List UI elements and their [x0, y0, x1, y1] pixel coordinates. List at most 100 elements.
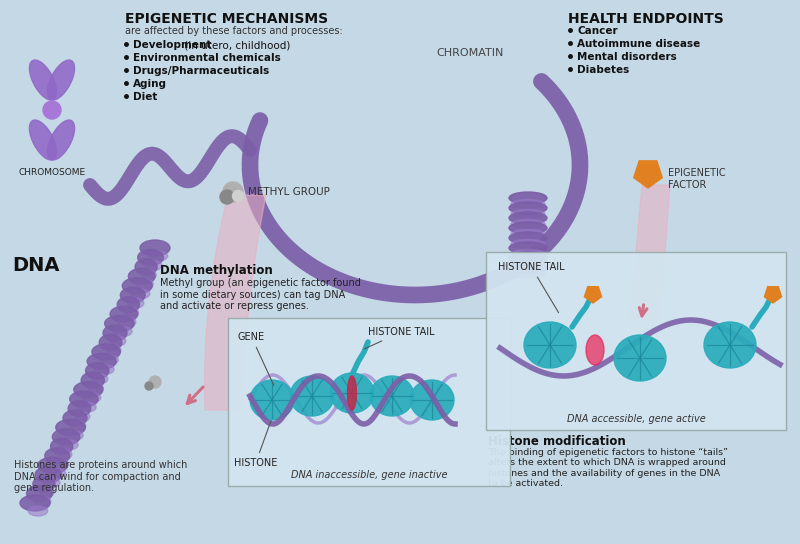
Text: CHROMOSOME: CHROMOSOME [18, 168, 86, 177]
Ellipse shape [86, 363, 109, 379]
Ellipse shape [88, 383, 103, 393]
Ellipse shape [68, 400, 90, 417]
Ellipse shape [511, 269, 545, 279]
Ellipse shape [511, 209, 545, 219]
Ellipse shape [509, 262, 547, 274]
Text: DNA methylation: DNA methylation [160, 264, 273, 277]
Ellipse shape [40, 487, 54, 497]
Ellipse shape [70, 391, 98, 407]
Ellipse shape [30, 120, 57, 160]
Text: EPIGENETIC
FACTOR: EPIGENETIC FACTOR [668, 168, 726, 190]
Text: Environmental chemicals: Environmental chemicals [133, 53, 281, 63]
Ellipse shape [120, 287, 146, 303]
Ellipse shape [122, 278, 152, 294]
Ellipse shape [118, 296, 139, 313]
Text: Diet: Diet [133, 92, 158, 102]
Ellipse shape [60, 440, 78, 450]
Ellipse shape [136, 279, 154, 289]
Circle shape [149, 376, 161, 388]
Ellipse shape [87, 354, 116, 369]
Ellipse shape [370, 376, 414, 416]
Ellipse shape [106, 345, 121, 355]
Polygon shape [634, 161, 662, 188]
Ellipse shape [47, 120, 74, 160]
Ellipse shape [148, 251, 168, 261]
Ellipse shape [140, 240, 170, 256]
Text: Aging: Aging [133, 79, 167, 89]
Ellipse shape [46, 468, 66, 478]
Ellipse shape [118, 317, 136, 327]
Text: HEALTH ENDPOINTS: HEALTH ENDPOINTS [568, 12, 724, 26]
Text: Drugs/Pharmaceuticals: Drugs/Pharmaceuticals [133, 66, 270, 76]
Ellipse shape [99, 335, 122, 350]
Ellipse shape [26, 486, 52, 502]
Ellipse shape [52, 459, 68, 469]
Ellipse shape [52, 429, 80, 445]
Ellipse shape [34, 497, 51, 506]
Ellipse shape [130, 289, 150, 299]
Ellipse shape [82, 393, 101, 403]
Ellipse shape [511, 219, 545, 228]
Ellipse shape [35, 467, 62, 483]
Ellipse shape [78, 402, 96, 412]
Text: Diabetes: Diabetes [577, 65, 630, 75]
Ellipse shape [38, 457, 68, 473]
Ellipse shape [290, 376, 334, 416]
Ellipse shape [142, 270, 156, 280]
Ellipse shape [93, 374, 108, 384]
Polygon shape [765, 287, 782, 303]
Ellipse shape [58, 449, 72, 459]
Circle shape [220, 190, 234, 204]
Text: HISTONE: HISTONE [234, 421, 278, 468]
Ellipse shape [33, 476, 55, 492]
Ellipse shape [128, 268, 155, 285]
Ellipse shape [135, 259, 157, 275]
Ellipse shape [410, 380, 454, 420]
Ellipse shape [30, 60, 57, 100]
Ellipse shape [511, 259, 545, 269]
Polygon shape [205, 195, 266, 410]
Ellipse shape [509, 222, 547, 234]
Text: METHYL GROUP: METHYL GROUP [248, 187, 330, 197]
Text: Histone modification: Histone modification [488, 435, 626, 448]
Ellipse shape [74, 382, 103, 398]
Text: Histones are proteins around which
DNA can wind for compaction and
gene regulati: Histones are proteins around which DNA c… [14, 460, 187, 493]
Ellipse shape [81, 372, 105, 388]
Text: EPIGENETIC MECHANISMS: EPIGENETIC MECHANISMS [125, 12, 328, 26]
Text: Cancer: Cancer [577, 26, 618, 36]
FancyBboxPatch shape [228, 318, 510, 486]
Text: DNA accessible, gene active: DNA accessible, gene active [566, 414, 706, 424]
Ellipse shape [20, 495, 50, 511]
Ellipse shape [45, 448, 70, 464]
Ellipse shape [138, 250, 163, 265]
Ellipse shape [704, 322, 756, 368]
Text: HISTONE TAIL: HISTONE TAIL [365, 327, 434, 349]
Ellipse shape [100, 355, 118, 365]
Ellipse shape [250, 380, 294, 420]
Text: Development: Development [133, 40, 211, 50]
Ellipse shape [524, 322, 576, 368]
Text: (in utero, childhood): (in utero, childhood) [181, 40, 290, 50]
Ellipse shape [42, 478, 60, 487]
Ellipse shape [586, 335, 604, 365]
Polygon shape [630, 185, 670, 320]
Ellipse shape [70, 421, 86, 431]
Ellipse shape [47, 60, 74, 100]
Polygon shape [585, 287, 602, 303]
Ellipse shape [124, 308, 138, 318]
Text: are affected by these factors and processes:: are affected by these factors and proces… [125, 26, 342, 36]
Text: Methyl group (an epigenetic factor found
in some dietary sources) can tag DNA
an: Methyl group (an epigenetic factor found… [160, 278, 361, 311]
Text: CHROMATIN: CHROMATIN [436, 48, 504, 58]
Ellipse shape [511, 200, 545, 208]
Ellipse shape [64, 430, 83, 441]
Text: HISTONE TAIL: HISTONE TAIL [498, 262, 565, 313]
Ellipse shape [511, 230, 545, 238]
Ellipse shape [63, 410, 87, 426]
Ellipse shape [145, 261, 162, 270]
Ellipse shape [110, 336, 126, 346]
Ellipse shape [28, 506, 48, 516]
Ellipse shape [92, 344, 120, 360]
Ellipse shape [614, 335, 666, 381]
Ellipse shape [128, 298, 144, 308]
Circle shape [223, 182, 243, 202]
